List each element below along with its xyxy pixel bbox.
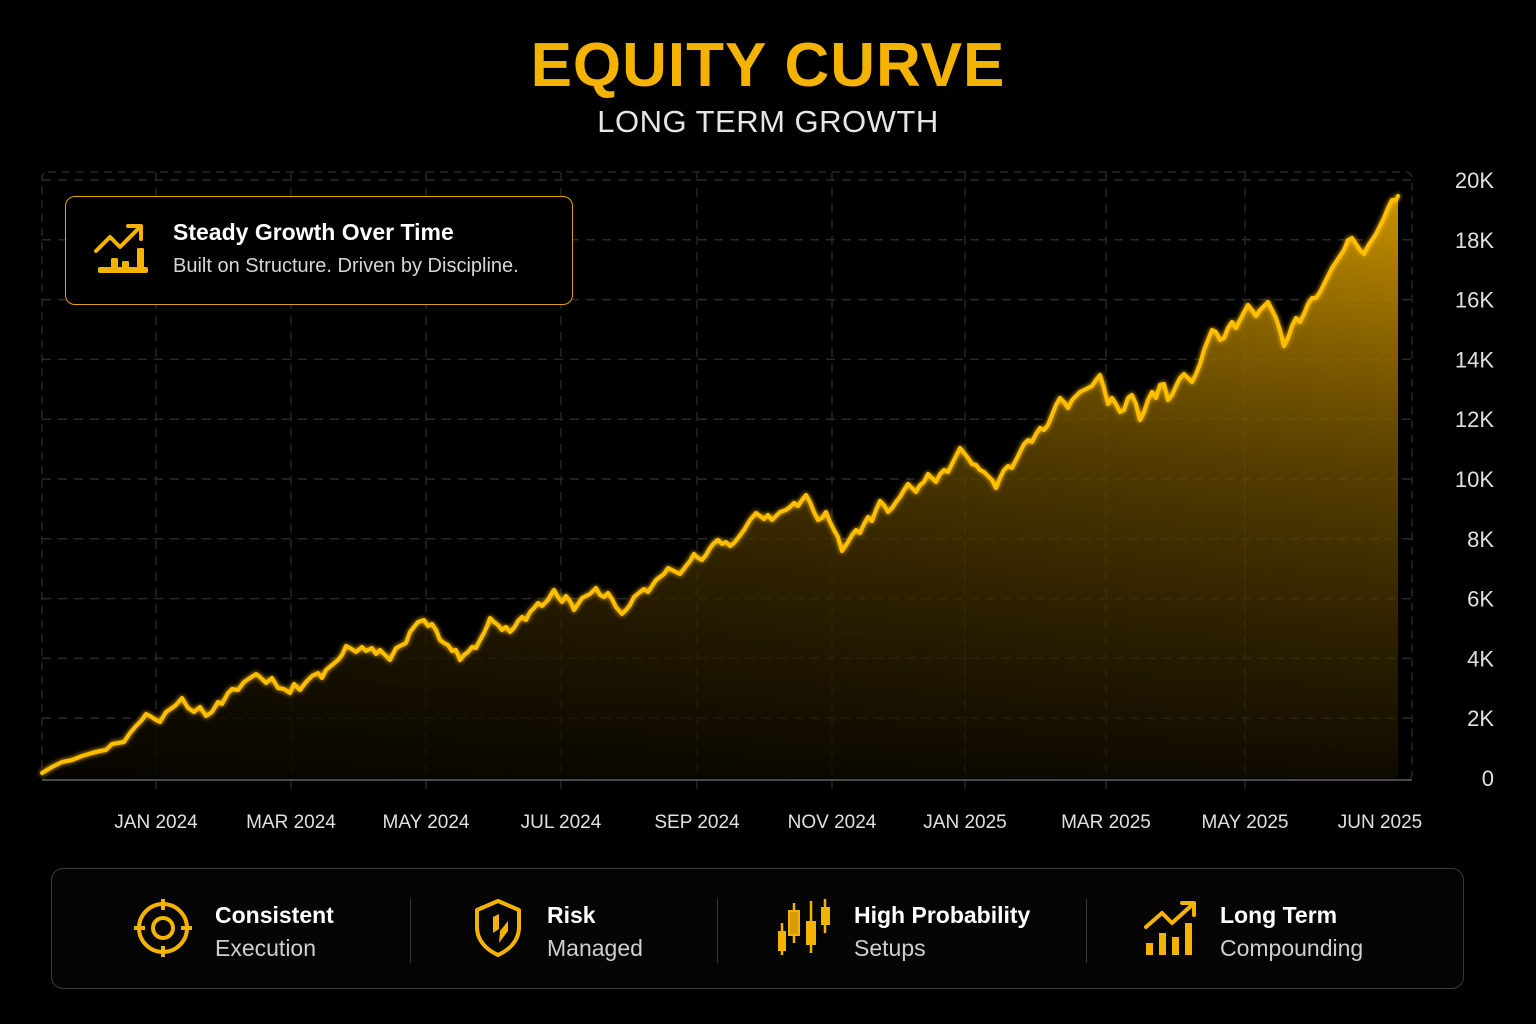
page-subtitle: LONG TERM GROWTH — [597, 104, 939, 139]
x-axis-ticks: JAN 2024 MAR 2024 MAY 2024 JUL 2024 SEP 2024… — [114, 812, 1422, 833]
x-tick-label: MAY 2025 — [1202, 812, 1289, 833]
feature-title: Risk — [547, 902, 596, 928]
feature-divider — [410, 899, 411, 963]
equity-area-shade — [42, 196, 1398, 778]
y-tick-label: 20K — [1455, 168, 1494, 193]
shield-icon — [475, 899, 521, 957]
feature-divider — [717, 899, 718, 963]
y-tick-label: 12K — [1455, 407, 1494, 432]
feature-subtitle: Compounding — [1220, 935, 1364, 961]
feature-title: High Probability — [854, 902, 1031, 928]
feature-subtitle: Managed — [547, 935, 643, 961]
feature-title: Consistent — [215, 902, 334, 928]
x-tick-label: JUN 2025 — [1338, 812, 1423, 833]
y-tick-label: 10K — [1455, 467, 1494, 492]
callout-subheading: Built on Structure. Driven by Discipline… — [173, 255, 519, 277]
feature-title: Long Term — [1220, 902, 1338, 928]
page-title: EQUITY CURVE — [530, 31, 1006, 100]
growth-chart-icon — [1144, 901, 1196, 955]
x-tick-label: JUL 2024 — [521, 812, 602, 833]
y-tick-label: 2K — [1467, 706, 1494, 731]
x-tick-label: NOV 2024 — [788, 812, 877, 833]
candlestick-icon — [778, 899, 830, 955]
x-tick-label: JAN 2024 — [114, 812, 198, 833]
callout-heading: Steady Growth Over Time — [173, 219, 454, 245]
feature-divider — [1086, 899, 1087, 963]
y-tick-label: 14K — [1455, 347, 1494, 372]
crosshair-target-icon — [134, 899, 192, 957]
y-tick-label: 16K — [1455, 288, 1494, 313]
feature-bar: Consistent Execution Risk Managed High P… — [51, 868, 1464, 989]
y-axis-ticks: 0 2K 4K 6K 8K 10K 12K 14K 16K 18K 20K — [1455, 168, 1494, 791]
equity-line — [40, 194, 1400, 775]
x-tick-label: SEP 2024 — [654, 812, 740, 833]
equity-chart: 0 2K 4K 6K 8K 10K 12K 14K 16K 18K 20K JAN 2024 MAR … — [40, 168, 1494, 833]
growth-chart-icon — [94, 224, 148, 273]
y-tick-label: 6K — [1467, 587, 1494, 612]
annotation-callout: Steady Growth Over Time Built on Structu… — [65, 196, 573, 305]
x-tick-label: MAY 2024 — [383, 812, 470, 833]
y-tick-label: 0 — [1482, 766, 1494, 791]
feature-subtitle: Setups — [854, 935, 926, 961]
x-tick-label: MAR 2024 — [246, 812, 336, 833]
y-tick-label: 8K — [1467, 527, 1494, 552]
x-tick-label: JAN 2025 — [923, 812, 1006, 833]
x-tick-label: MAR 2025 — [1061, 812, 1151, 833]
feature-subtitle: Execution — [215, 935, 317, 961]
y-tick-label: 18K — [1455, 228, 1494, 253]
y-tick-label: 4K — [1467, 646, 1494, 671]
